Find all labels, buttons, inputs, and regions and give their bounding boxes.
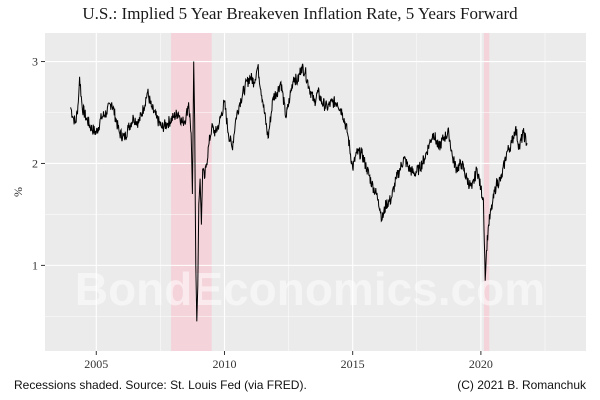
- source-caption: Recessions shaded. Source: St. Louis Fed…: [14, 378, 307, 392]
- series-line: [70, 61, 528, 322]
- watermark: BondEconomics.com: [75, 263, 545, 315]
- axes: 2005 2010 2015 2020 1 2 3: [32, 55, 493, 371]
- gridlines: [45, 33, 586, 351]
- recession-shading: [171, 33, 490, 351]
- x-tick-label: 2015: [341, 357, 365, 371]
- chart-title: U.S.: Implied 5 Year Breakeven Inflation…: [82, 4, 518, 23]
- x-tick-label: 2020: [469, 357, 493, 371]
- recession-band: [483, 33, 490, 351]
- y-tick-label: 1: [32, 258, 38, 272]
- copyright-caption: (C) 2021 B. Romanchuk: [457, 378, 586, 392]
- y-axis-label: %: [11, 187, 25, 197]
- recession-band: [171, 33, 212, 351]
- x-tick-label: 2010: [212, 357, 236, 371]
- x-tick-label: 2005: [84, 357, 108, 371]
- y-tick-label: 3: [32, 55, 38, 69]
- y-tick-label: 2: [32, 156, 38, 170]
